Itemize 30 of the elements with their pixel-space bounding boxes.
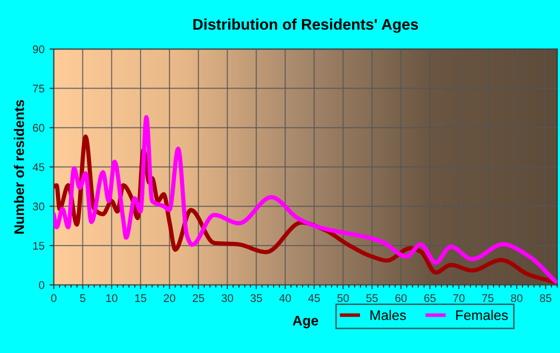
x-tick-label: 15	[135, 294, 146, 302]
x-tick-label: 0	[51, 294, 56, 302]
legend-label: Females	[456, 310, 508, 320]
x-tick-label: 20	[164, 294, 176, 302]
x-tick-label: 55	[366, 294, 378, 302]
x-tick-label: 35	[250, 294, 262, 302]
x-tick-label: 70	[453, 294, 465, 302]
x-tick-label: 25	[192, 294, 204, 302]
y-tick-label: 60	[32, 124, 44, 132]
x-tick-label: 75	[482, 294, 494, 302]
y-axis-title: Number of residents	[14, 100, 24, 234]
y-tick-label: 45	[32, 163, 44, 172]
x-tick-label: 30	[222, 294, 234, 302]
chart-title: Distribution of Residents' Ages	[193, 18, 418, 33]
x-tick-label: 60	[395, 294, 407, 302]
y-tick-label: 75	[32, 84, 44, 93]
y-tick-label: 0	[38, 281, 44, 290]
y-tick-label: 90	[32, 45, 44, 54]
x-tick-label: 5	[80, 294, 86, 302]
x-axis-title: Age	[292, 316, 318, 328]
x-tick-label: 50	[337, 294, 349, 302]
y-tick-label: 15	[33, 242, 44, 250]
x-tick-label: 85	[540, 294, 552, 302]
x-tick-label: 45	[308, 294, 320, 302]
x-tick-label: 10	[106, 294, 118, 302]
x-tick-label: 80	[510, 294, 522, 302]
y-tick-label: 30	[32, 202, 44, 210]
x-tick-label: 65	[424, 294, 436, 302]
x-tick-label: 40	[279, 294, 291, 302]
legend-label: Males	[370, 310, 406, 320]
